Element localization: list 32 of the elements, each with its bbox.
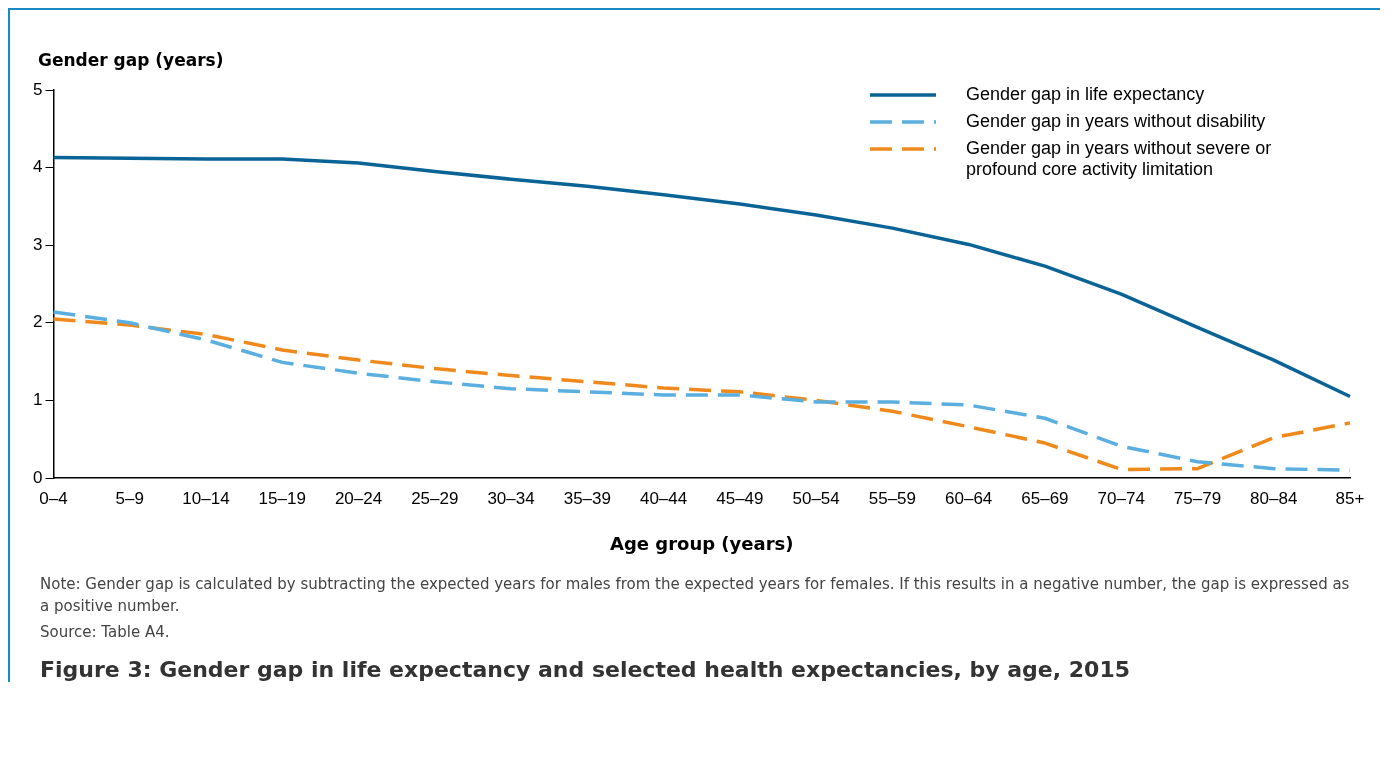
- x-tick-label: 25–29: [411, 488, 459, 508]
- y-tick-label: 0: [32, 467, 43, 487]
- x-tick-label: 20–24: [334, 488, 383, 508]
- x-tick-label: 30–34: [487, 488, 535, 508]
- legend-label: Gender gap in years without disability: [966, 111, 1266, 132]
- legend-label: Gender gap in life expectancy: [966, 84, 1205, 105]
- x-tick-label: 5–9: [115, 488, 144, 508]
- y-axis-title: Gender gap (years): [38, 50, 224, 70]
- x-tick-label: 40–44: [639, 488, 688, 508]
- y-tick-label: 2: [32, 312, 43, 332]
- x-tick-label: 65–69: [1021, 488, 1069, 508]
- legend-label: Gender gap in years without severe or profound core activity limitation: [966, 138, 1273, 180]
- y-tick-label: 3: [32, 234, 43, 254]
- x-tick-label: 55–59: [868, 488, 917, 508]
- x-axis-title: Age group (years): [609, 532, 794, 554]
- x-tick-label: 70–74: [1097, 488, 1145, 508]
- x-tick-label: 35–39: [563, 488, 611, 508]
- x-tick-label: 50–54: [792, 488, 840, 508]
- y-tick-label: 4: [32, 157, 43, 177]
- y-tick-label: 5: [32, 79, 43, 99]
- source-note: Source: Table A4.: [40, 621, 171, 643]
- x-tick-label: 85+: [1335, 488, 1365, 508]
- x-tick-label: 75–79: [1173, 488, 1222, 508]
- x-tick-label: 10–14: [182, 488, 230, 508]
- y-tick-label: 1: [32, 390, 43, 410]
- text: Figure 3: Gender gap in life expectancy and selected health expectancies, by age, 2015: [40, 657, 1132, 683]
- x-tick-label: 80–84: [1250, 488, 1298, 508]
- x-tick-label: 0–4: [39, 488, 68, 508]
- text: Note: Gender gap is calculated by subtracting the expected years for males from the expected years for females. If this results in a negative number, the gap is expressed as a positive number.: [40, 574, 1350, 617]
- x-tick-label: 60–64: [945, 488, 993, 508]
- x-tick-label: 15–19: [258, 488, 306, 508]
- x-tick-label: 45–49: [716, 488, 764, 508]
